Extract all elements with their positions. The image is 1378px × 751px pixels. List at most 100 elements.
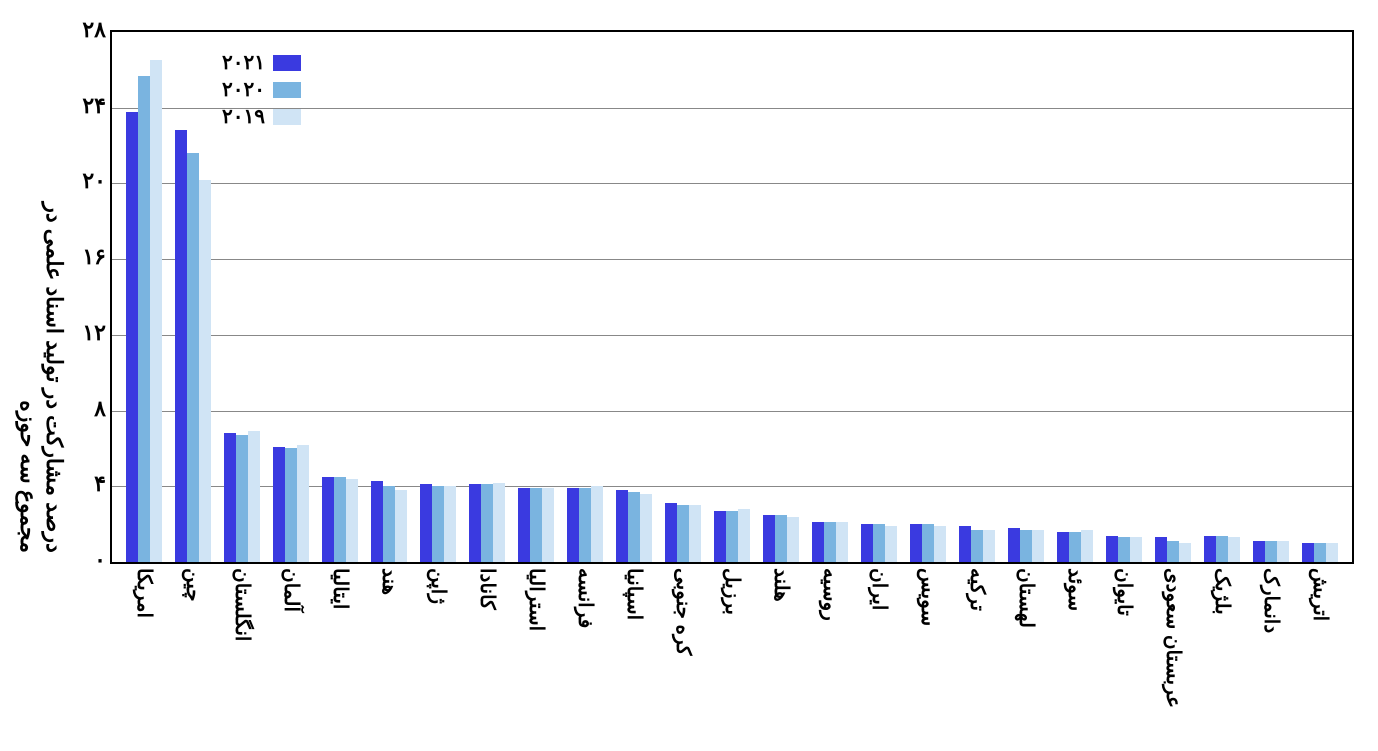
x-axis-label: ترکیه (965, 568, 989, 611)
bar (334, 477, 346, 562)
legend-item: ۲۰۲۱ (222, 50, 301, 75)
x-axis-label: سویس (916, 568, 940, 626)
plot-area: ۲۰۲۱۲۰۲۰۲۰۱۹ (110, 30, 1354, 564)
bar (371, 481, 383, 562)
bar (763, 515, 775, 562)
y-tick-label: ۰ (94, 547, 106, 573)
bar (616, 490, 628, 562)
bar (224, 433, 236, 562)
x-axis-label: روسیه (818, 568, 842, 621)
bar (1155, 537, 1167, 562)
bar (934, 526, 946, 562)
y-tick-label: ۸ (94, 396, 106, 422)
y-tick-label: ۲۴ (82, 93, 106, 119)
bar (1081, 530, 1093, 562)
legend-swatch (273, 55, 301, 71)
bar (983, 530, 995, 562)
legend-label: ۲۰۱۹ (222, 104, 265, 129)
bar (1314, 543, 1326, 562)
bar (591, 486, 603, 562)
x-axis-label: امریکا (132, 568, 156, 618)
bar (1020, 530, 1032, 562)
bar (1057, 532, 1069, 562)
bar (1106, 536, 1118, 563)
bar (138, 76, 150, 562)
bar (922, 524, 934, 562)
bar (1302, 543, 1314, 562)
bar (273, 447, 285, 562)
bar (530, 488, 542, 562)
bar (383, 486, 395, 562)
bar (1253, 541, 1265, 562)
x-axis-label: آلمان (279, 568, 303, 612)
bar (910, 524, 922, 562)
legend-item: ۲۰۲۰ (222, 77, 301, 102)
x-axis-label: ژاپن (426, 568, 450, 604)
x-axis-label: برزیل (720, 568, 744, 615)
y-tick-label: ۱۲ (82, 320, 106, 346)
bar (444, 486, 456, 562)
bar (812, 522, 824, 562)
x-axis-label: انگلستان (230, 568, 254, 641)
bar (493, 483, 505, 563)
x-axis-label: استرالیا (524, 568, 548, 631)
legend: ۲۰۲۱۲۰۲۰۲۰۱۹ (222, 50, 301, 131)
bar (432, 486, 444, 562)
chart-container: درصد مشارکت در تولید اسناد علمی در مجموع… (20, 20, 1358, 731)
bar (885, 526, 897, 562)
bar (1179, 543, 1191, 562)
x-axis-label: اتریش (1308, 568, 1332, 621)
bar (873, 524, 885, 562)
bar (346, 479, 358, 562)
x-axis-label: عربستان سعودی (1161, 568, 1185, 708)
x-axis-label: هند (377, 568, 401, 595)
bar (836, 522, 848, 562)
bar (126, 112, 138, 563)
bar (1130, 537, 1142, 562)
legend-swatch (273, 109, 301, 125)
x-axis-label: کانادا (475, 568, 499, 610)
bar (236, 435, 248, 562)
bar (1069, 532, 1081, 562)
y-tick-label: ۲۰ (82, 168, 106, 194)
x-axis-label: بلژیک (1210, 568, 1234, 615)
legend-label: ۲۰۲۰ (222, 77, 265, 102)
x-axis-label: دانمارک (1259, 568, 1283, 633)
bar (1008, 528, 1020, 562)
legend-swatch (273, 82, 301, 98)
bar (481, 484, 493, 562)
y-tick-label: ۴ (94, 471, 106, 497)
legend-label: ۲۰۲۱ (222, 50, 265, 75)
bar (689, 505, 701, 562)
x-axis-label: چین (181, 568, 205, 602)
bar (579, 488, 591, 562)
x-axis-label: تایوان (1112, 568, 1136, 616)
y-tick-label: ۱۶ (82, 244, 106, 270)
bar (861, 524, 873, 562)
bar (542, 488, 554, 562)
x-axis-label: فرانسه (573, 568, 597, 628)
bar (1118, 537, 1130, 562)
bar (1167, 541, 1179, 562)
bar (1265, 541, 1277, 562)
bar (628, 492, 640, 562)
bar (297, 445, 309, 562)
legend-item: ۲۰۱۹ (222, 104, 301, 129)
bar (285, 448, 297, 562)
y-tick-label: ۲۸ (82, 17, 106, 43)
x-axis-label: هلند (769, 568, 793, 602)
bar (199, 180, 211, 562)
bar (395, 490, 407, 562)
bar (1228, 537, 1240, 562)
bar (150, 60, 162, 562)
bar (175, 130, 187, 562)
bar (518, 488, 530, 562)
bar (1204, 536, 1216, 563)
bar (775, 515, 787, 562)
bar (677, 505, 689, 562)
x-axis-label: ایتالیا (328, 568, 352, 609)
bar (959, 526, 971, 562)
bar (726, 511, 738, 562)
bar (1216, 536, 1228, 563)
bar (1032, 530, 1044, 562)
